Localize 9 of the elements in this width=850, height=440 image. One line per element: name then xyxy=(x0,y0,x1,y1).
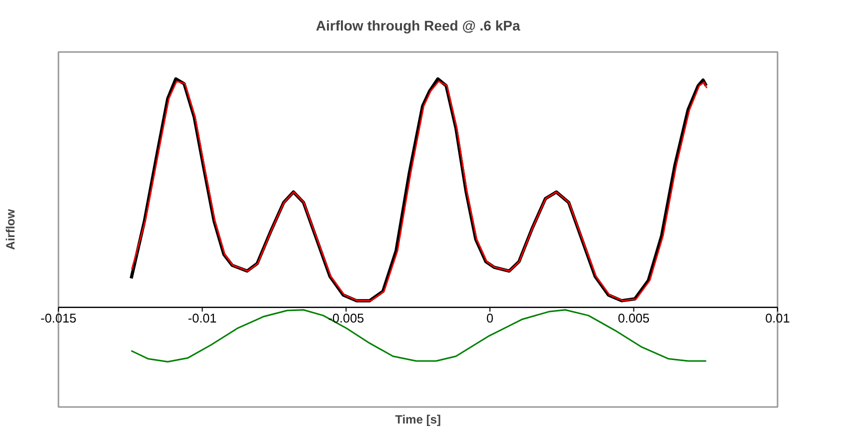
x-tick-label: -0.005 xyxy=(328,312,364,326)
x-tick-label: 0.01 xyxy=(765,312,790,326)
y-axis-title: Airflow xyxy=(4,208,18,250)
x-axis-title: Time [s] xyxy=(395,412,441,426)
x-tick-label: -0.015 xyxy=(40,312,76,326)
x-tick-label: 0.005 xyxy=(618,312,650,326)
x-tick-label: -0.01 xyxy=(188,312,217,326)
chart-title: Airflow through Reed @ .6 kPa xyxy=(316,18,520,34)
x-tick-label: 0 xyxy=(486,312,494,326)
